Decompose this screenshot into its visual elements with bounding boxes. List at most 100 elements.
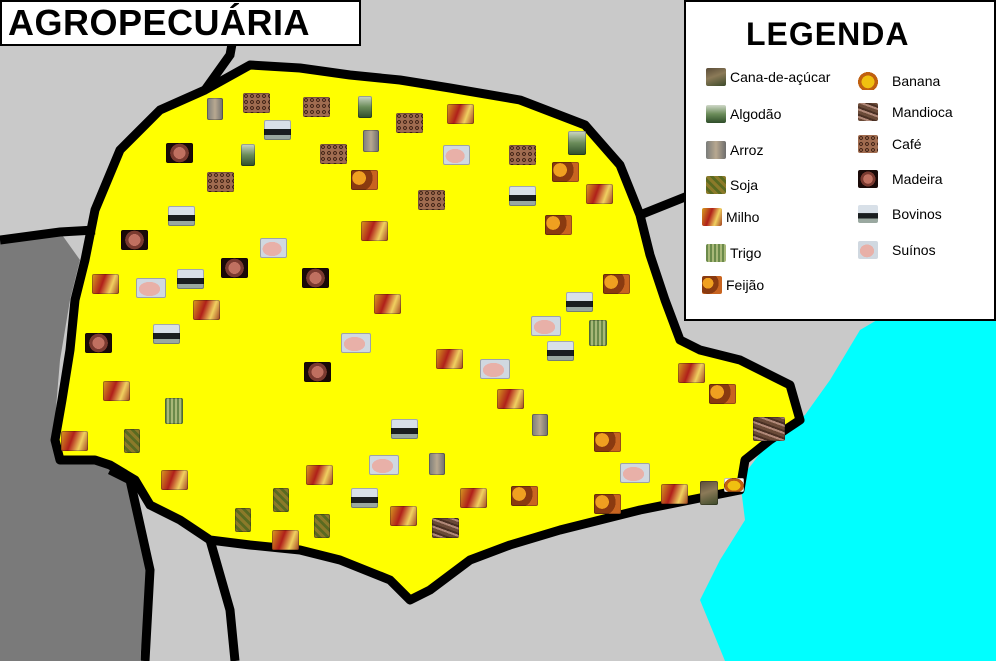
legend-label: Cana-de-açúcar xyxy=(730,69,831,85)
bean-icon xyxy=(552,162,579,182)
coffee-icon xyxy=(320,144,347,164)
legend-item-algodao: Algodão xyxy=(706,105,781,123)
corn-icon xyxy=(374,294,401,314)
west-country-land xyxy=(0,232,150,661)
legend-label: Algodão xyxy=(730,106,782,122)
cattle-icon xyxy=(168,206,195,226)
corn-icon xyxy=(460,488,487,508)
corn-icon xyxy=(436,349,463,369)
wheat-icon xyxy=(706,244,726,262)
pig-icon xyxy=(858,241,878,259)
corn-icon xyxy=(586,184,613,204)
coffee-icon xyxy=(509,145,536,165)
legend-item-cana: Cana-de-açúcar xyxy=(706,68,830,86)
banana-icon xyxy=(858,72,878,90)
corn-icon xyxy=(661,484,688,504)
cattle-icon xyxy=(547,341,574,361)
corn-icon xyxy=(702,208,722,226)
bean-icon xyxy=(351,170,378,190)
map-title: AGROPECUÁRIA xyxy=(8,2,311,43)
sugarcane-icon xyxy=(700,481,718,505)
map-title-box: AGROPECUÁRIA xyxy=(0,0,361,46)
legend-item-soja: Soja xyxy=(706,176,758,194)
pig-icon xyxy=(136,278,166,298)
coffee-icon xyxy=(303,97,330,117)
wood-icon xyxy=(304,362,331,382)
legend-item-arroz: Arroz xyxy=(706,141,763,159)
soy-icon xyxy=(706,176,726,194)
coffee-icon xyxy=(858,135,878,153)
cattle-icon xyxy=(153,324,180,344)
wood-icon xyxy=(85,333,112,353)
banana-icon xyxy=(724,478,744,492)
wood-icon xyxy=(121,230,148,250)
cassava-icon xyxy=(753,417,785,441)
cattle-icon xyxy=(351,488,378,508)
neighbor-border-west xyxy=(0,225,96,245)
corn-icon xyxy=(390,506,417,526)
legend-item-banana: Banana xyxy=(858,72,940,90)
legend-label: Banana xyxy=(892,73,941,89)
wheat-icon xyxy=(589,320,607,346)
corn-icon xyxy=(447,104,474,124)
wood-icon xyxy=(166,143,193,163)
corn-icon xyxy=(161,470,188,490)
corn-icon xyxy=(61,431,88,451)
ocean xyxy=(700,250,996,661)
coffee-icon xyxy=(207,172,234,192)
rice-icon xyxy=(532,414,548,436)
soy-icon xyxy=(235,508,251,532)
cassava-icon xyxy=(858,103,878,121)
legend-title: LEGENDA xyxy=(746,16,910,52)
cotton-icon xyxy=(241,144,255,166)
sugarcane-icon xyxy=(706,68,726,86)
neighbor-border-south xyxy=(205,538,240,661)
legend-item-bovinos: Bovinos xyxy=(858,205,942,223)
corn-icon xyxy=(361,221,388,241)
pig-icon xyxy=(531,316,561,336)
corn-icon xyxy=(678,363,705,383)
pig-icon xyxy=(260,238,287,258)
legend-label: Milho xyxy=(726,209,760,225)
legend-item-mandioca: Mandioca xyxy=(858,103,953,121)
legend-label: Soja xyxy=(730,177,759,193)
soy-icon xyxy=(314,514,330,538)
legend-label: Madeira xyxy=(892,171,943,187)
legend-item-suinos: Suínos xyxy=(858,241,936,259)
legend-item-feijao: Feijão xyxy=(702,276,764,294)
bean-icon xyxy=(603,274,630,294)
bean-icon xyxy=(702,276,722,294)
cassava-icon xyxy=(432,518,459,538)
corn-icon xyxy=(497,389,524,409)
legend-item-milho: Milho xyxy=(702,208,759,226)
bean-icon xyxy=(594,432,621,452)
legend-label: Bovinos xyxy=(892,206,942,222)
pig-icon xyxy=(620,463,650,483)
cattle-icon xyxy=(566,292,593,312)
pig-icon xyxy=(341,333,371,353)
rice-icon xyxy=(706,141,726,159)
legend-label: Trigo xyxy=(730,245,762,261)
legend-item-cafe: Café xyxy=(858,135,922,153)
rice-icon xyxy=(429,453,445,475)
coffee-icon xyxy=(396,113,423,133)
cotton-icon xyxy=(358,96,372,118)
soy-icon xyxy=(124,429,140,453)
legend-label: Feijão xyxy=(726,277,765,293)
wheat-icon xyxy=(165,398,183,424)
cattle-icon xyxy=(264,120,291,140)
corn-icon xyxy=(92,274,119,294)
cattle-icon xyxy=(177,269,204,289)
legend-item-madeira: Madeira xyxy=(858,170,943,188)
legend-label: Suínos xyxy=(892,242,936,258)
corn-icon xyxy=(306,465,333,485)
pig-icon xyxy=(369,455,399,475)
cotton-icon xyxy=(568,131,586,155)
bean-icon xyxy=(594,494,621,514)
legend-label: Arroz xyxy=(730,142,764,158)
corn-icon xyxy=(103,381,130,401)
legend-label: Mandioca xyxy=(892,104,953,120)
bean-icon xyxy=(709,384,736,404)
corn-icon xyxy=(272,530,299,550)
soy-icon xyxy=(273,488,289,512)
